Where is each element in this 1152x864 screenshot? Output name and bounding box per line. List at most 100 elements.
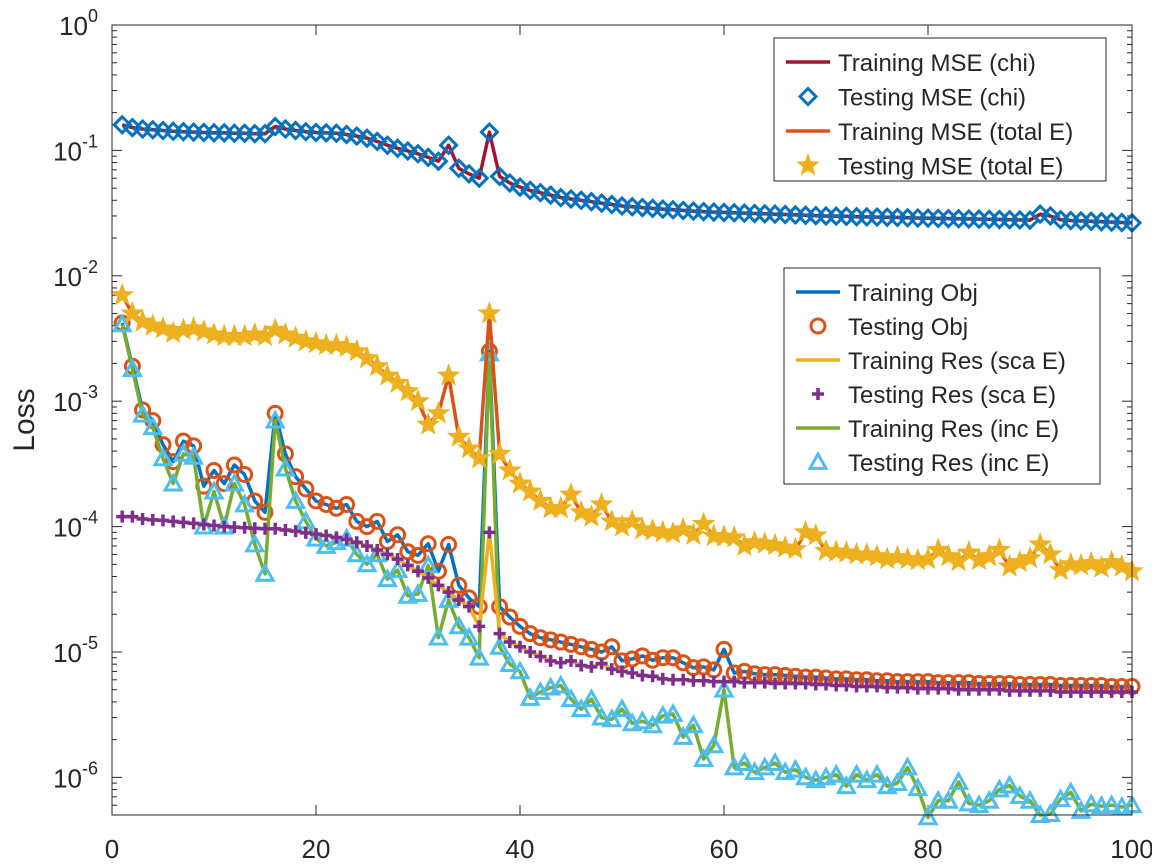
data-point — [897, 756, 919, 776]
data-point — [748, 676, 761, 689]
data-point — [591, 706, 613, 726]
data-point — [234, 493, 256, 513]
data-point — [427, 626, 449, 646]
data-point — [381, 548, 394, 561]
data-point — [978, 789, 1000, 809]
data-point — [397, 140, 418, 162]
y-axis-label: Loss — [8, 388, 41, 451]
data-point — [695, 658, 713, 676]
data-point — [440, 535, 458, 553]
data-point — [917, 806, 939, 826]
data-point — [130, 309, 155, 332]
legends: Training MSE (chi) Testing MSE (chi) Train… — [773, 37, 1107, 485]
data-point — [560, 688, 582, 708]
legend-swatch — [809, 317, 827, 335]
data-point — [407, 143, 429, 164]
y-tick-label: 10-1 — [53, 131, 98, 166]
data-point — [248, 522, 261, 535]
data-point — [338, 496, 356, 514]
data-point — [432, 579, 445, 592]
data-point — [603, 638, 621, 656]
legend-obj-res: Training Obj Testing Obj Training Res (sca… — [783, 267, 1101, 485]
data-point — [269, 522, 282, 535]
data-point — [667, 673, 679, 686]
data-point — [932, 682, 945, 695]
data-point — [493, 627, 506, 640]
data-point — [473, 620, 486, 633]
data-point — [177, 516, 190, 529]
series-testing-res-inc-e — [111, 313, 1143, 826]
data-point — [1038, 541, 1063, 565]
data-point — [371, 544, 384, 557]
data-point — [157, 514, 169, 527]
data-point — [738, 676, 751, 689]
data-point — [418, 147, 439, 168]
data-point — [572, 638, 590, 656]
data-point — [623, 650, 641, 668]
data-point — [795, 766, 817, 786]
data-point — [463, 600, 475, 613]
data-point — [952, 683, 965, 696]
data-point — [907, 777, 929, 797]
data-point — [187, 517, 200, 530]
data-point — [987, 537, 1012, 561]
data-point — [922, 682, 934, 695]
data-point — [422, 571, 435, 584]
data-point — [361, 540, 373, 553]
data-point — [442, 586, 455, 599]
data-point — [1028, 532, 1053, 555]
data-point — [562, 635, 580, 653]
series-testing-mse-chi — [112, 114, 1143, 234]
legend-label: Testing Res (sca E) — [848, 382, 1056, 409]
data-point — [181, 316, 206, 339]
data-point — [509, 176, 531, 198]
data-point — [356, 128, 378, 149]
data-point — [254, 562, 276, 582]
data-point — [457, 435, 481, 459]
x-tick-label: 20 — [302, 834, 331, 864]
data-point — [962, 683, 975, 696]
data-point — [121, 358, 143, 378]
data-point — [218, 520, 231, 533]
data-point — [469, 168, 490, 189]
legend-label: Training Res (inc E) — [848, 416, 1059, 443]
data-point — [575, 659, 588, 672]
data-point — [356, 553, 378, 573]
data-point — [259, 522, 271, 535]
data-point — [162, 472, 184, 492]
data-point — [426, 400, 451, 424]
data-point — [550, 674, 572, 694]
legend-label: Testing Res (inc E) — [848, 450, 1049, 477]
data-point — [365, 353, 390, 377]
data-point — [764, 752, 786, 771]
data-point — [927, 789, 949, 809]
data-point — [718, 675, 730, 688]
data-point — [283, 325, 308, 348]
data-point — [942, 682, 955, 695]
data-point — [671, 516, 696, 540]
data-point — [881, 681, 894, 694]
legend-label: Testing MSE (total E) — [838, 154, 1063, 181]
data-point — [697, 674, 710, 687]
data-point — [407, 582, 429, 602]
data-point — [1105, 685, 1118, 698]
data-point — [681, 522, 706, 545]
data-point — [993, 683, 1006, 696]
data-point — [497, 458, 522, 481]
data-point — [656, 672, 669, 685]
data-point — [279, 523, 292, 536]
series-line — [120, 322, 1132, 689]
data-point — [926, 537, 951, 561]
data-point — [499, 172, 520, 194]
x-tick-label: 100 — [1110, 834, 1152, 864]
data-point — [401, 559, 414, 572]
data-point — [1044, 684, 1057, 697]
data-point — [722, 524, 747, 548]
data-point — [452, 593, 465, 606]
data-point — [595, 657, 608, 670]
data-point — [1018, 545, 1042, 569]
x-tick-label: 40 — [506, 834, 535, 864]
data-point — [146, 513, 159, 526]
data-point — [616, 665, 628, 678]
data-point — [151, 316, 175, 339]
